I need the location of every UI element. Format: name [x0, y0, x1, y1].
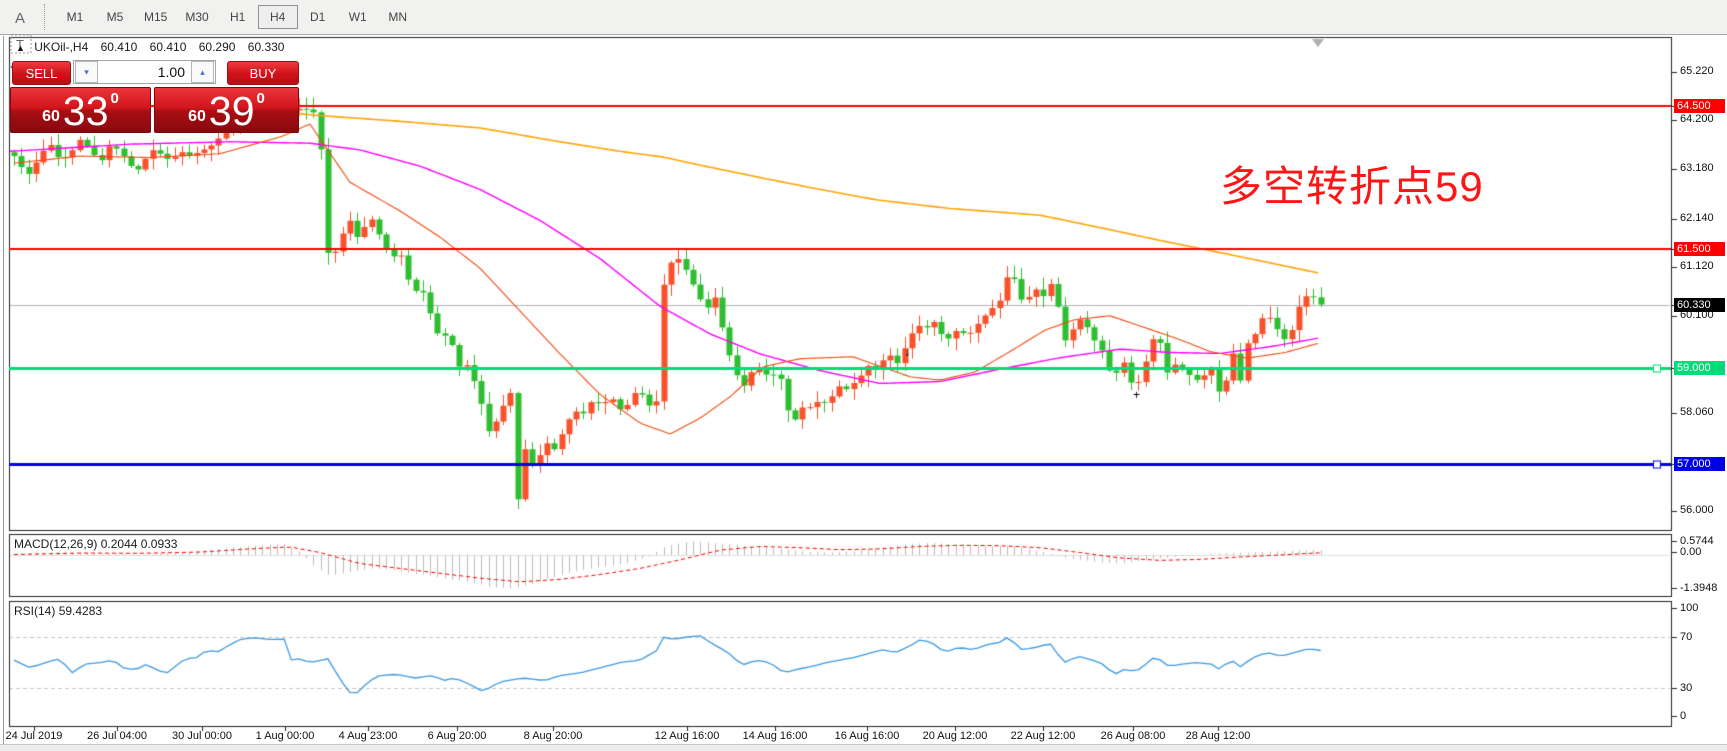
price-level-badge: 64.500	[1674, 99, 1725, 114]
sell-price-main: 33	[62, 88, 109, 135]
symbol-header: ▲ UKOil-,H4 60.410 60.410 60.290 60.330	[16, 40, 284, 54]
window-left-border	[3, 36, 4, 751]
sell-button[interactable]: SELL	[12, 61, 71, 85]
timeframe-button-h1[interactable]: H1	[230, 10, 246, 24]
volume-decrement-button[interactable]: ▾	[75, 61, 98, 83]
toolbar-separator	[44, 4, 45, 30]
chevron-down-icon: ▾	[84, 66, 89, 77]
buy-price-prefix: 60	[188, 108, 206, 125]
indicator-tick-label: 0	[1680, 710, 1687, 722]
timeframe-button-mn[interactable]: MN	[388, 10, 408, 24]
indicator-tick-label: -1.3948	[1680, 582, 1718, 594]
time-axis-label: 12 Aug 16:00	[654, 730, 720, 742]
time-axis-label: 26 Aug 08:00	[1100, 730, 1166, 742]
buy-button[interactable]: BUY	[227, 61, 299, 85]
chevron-up-icon: ▴	[200, 66, 205, 77]
sell-price-prefix: 60	[42, 108, 60, 125]
chart-text-annotation: 多空转折点59	[1220, 163, 1484, 210]
timeframe-button-m30[interactable]: M30	[185, 10, 209, 24]
macd-indicator-label: MACD(12,26,9) 0.2044 0.0933	[14, 537, 178, 551]
price-tick-label: 56.000	[1680, 504, 1714, 517]
sell-price-panel[interactable]: 60 33 0	[10, 87, 151, 133]
text-label-icon: A	[11, 7, 31, 27]
price-tick-label: 58.060	[1680, 406, 1714, 419]
price-level-badge: 59.000	[1674, 361, 1725, 376]
time-axis-label: 8 Aug 20:00	[523, 730, 583, 742]
indicator-tick-label: 70	[1680, 631, 1693, 643]
collapse-panel-icon[interactable]: ▲	[16, 43, 25, 53]
time-axis-label: 14 Aug 16:00	[742, 730, 808, 742]
window-bottom-edge	[0, 744, 1727, 751]
price-tick-label: 62.140	[1680, 211, 1714, 224]
price-tick-label: 63.180	[1680, 161, 1714, 174]
time-axis-label: 24 Jul 2019	[5, 730, 63, 742]
tool-text-box-button[interactable]: T	[6, 31, 36, 58]
volume-stepper: ▾ 1.00 ▴	[73, 60, 216, 84]
one-click-trading-panel: SELL ▾ 1.00 ▴ BUY 60 33 0 60 39 0	[10, 57, 299, 134]
symbol-period-label: UKOil-,H4	[34, 40, 89, 54]
timeframe-button-m5[interactable]: M5	[106, 10, 124, 24]
timeframe-button-m1[interactable]: M1	[66, 10, 84, 24]
time-axis-label: 28 Aug 12:00	[1185, 730, 1251, 742]
indicator-tick-label: 0.5744	[1680, 535, 1714, 547]
svg-text:A: A	[15, 10, 25, 27]
svg-text:T: T	[16, 37, 24, 52]
time-axis-label: 26 Jul 04:00	[87, 730, 147, 742]
timeframe-button-w1[interactable]: W1	[348, 10, 367, 24]
ohlc-low: 60.290	[198, 40, 236, 54]
time-axis-label: 1 Aug 00:00	[255, 730, 315, 742]
time-axis-label: 20 Aug 12:00	[922, 730, 988, 742]
time-axis-label: 22 Aug 12:00	[1010, 730, 1076, 742]
time-axis-label: 6 Aug 20:00	[427, 730, 487, 742]
time-axis-label: 30 Jul 00:00	[172, 730, 232, 742]
timeframe-button-m15[interactable]: M15	[144, 10, 168, 24]
ohlc-high: 60.410	[149, 40, 187, 54]
ohlc-open: 60.410	[100, 40, 138, 54]
price-level-badge: 61.500	[1674, 242, 1725, 257]
indicator-tick-label: 100	[1680, 602, 1699, 614]
tool-text-label-button[interactable]: A	[6, 4, 36, 31]
sell-price-sup: 0	[110, 90, 119, 107]
text-box-icon: T	[10, 34, 32, 54]
price-level-badge: 60.330	[1674, 297, 1725, 312]
price-tick-label: 65.220	[1680, 64, 1714, 77]
buy-price-sup: 0	[256, 90, 265, 107]
time-axis-label: 4 Aug 23:00	[338, 730, 398, 742]
timeframe-button-d1[interactable]: D1	[310, 10, 326, 24]
price-tick-label: 64.200	[1680, 113, 1714, 126]
buy-price-main: 39	[208, 88, 255, 135]
time-axis-label: 16 Aug 16:00	[834, 730, 900, 742]
buy-price-panel[interactable]: 60 39 0	[154, 87, 299, 133]
volume-value[interactable]: 1.00	[157, 64, 185, 80]
indicator-tick-label: 0.00	[1680, 546, 1702, 558]
volume-increment-button[interactable]: ▴	[191, 61, 214, 83]
indicator-tick-label: 30	[1680, 682, 1693, 694]
timeframe-button-h4[interactable]: H4	[257, 5, 298, 29]
ohlc-close: 60.330	[247, 40, 285, 54]
rsi-indicator-label: RSI(14) 59.4283	[14, 604, 103, 618]
price-tick-label: 61.120	[1680, 260, 1714, 273]
price-level-badge: 57.000	[1674, 456, 1725, 471]
trade-controls-row: SELL ▾ 1.00 ▴ BUY	[10, 57, 299, 86]
